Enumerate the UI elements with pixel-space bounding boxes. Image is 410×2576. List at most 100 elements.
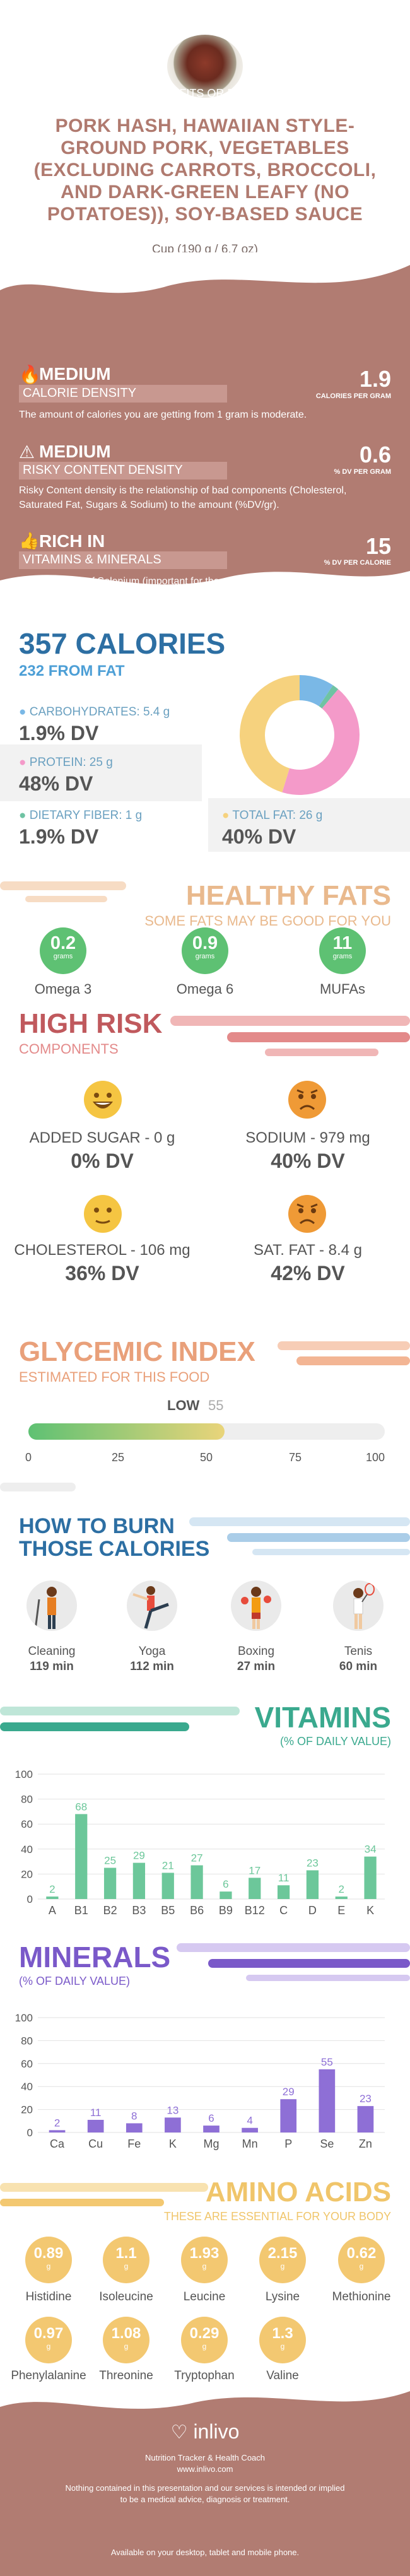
deco-stripe [252, 1549, 410, 1555]
donut-slice-fat [240, 675, 300, 792]
high-risk-title: HIGH RISK [19, 1008, 163, 1039]
y-tick-label: 20 [21, 2104, 33, 2116]
glycemic-level: LOW [167, 1397, 200, 1413]
macro-protein: ● PROTEIN: 25 g 48% DV [19, 756, 113, 795]
amino-badge: 0.97 g [25, 2317, 72, 2363]
amino-title: AMINO ACIDS [205, 2177, 391, 2208]
calorie-density-label: CALORIE DENSITY [19, 385, 227, 403]
bar-value-label: 34 [365, 1844, 377, 1856]
inlivo-logo[interactable]: ♡ inlivo [170, 2420, 240, 2443]
healthy-fats-title: HEALTHY FATS [185, 880, 391, 911]
bar-Zn [357, 2106, 374, 2132]
healthy-fats-subtitle: SOME FATS MAY BE GOOD FOR YOU [144, 913, 391, 929]
bar-Mg [203, 2126, 220, 2132]
cleaning-icon [26, 1580, 77, 1631]
omega6-label: Omega 6 [176, 981, 234, 997]
x-tick-label: P [284, 2138, 292, 2150]
macro-carbs: ● CARBOHYDRATES: 5.4 g 1.9% DV [19, 705, 170, 744]
gi-tick: 100 [365, 1451, 385, 1464]
bar-Fe [126, 2123, 143, 2132]
omega3-label: Omega 3 [34, 981, 92, 997]
bar-value-label: 68 [75, 1801, 87, 1813]
risky-density-value: 0.6 [359, 442, 391, 468]
deco-stripe [0, 1722, 189, 1731]
deco-stripe [0, 2199, 164, 2206]
activity-cleaning: Cleaning 119 min [14, 1580, 90, 1674]
deco-stripe [227, 1032, 410, 1042]
x-tick-label: Zn [359, 2138, 372, 2150]
donut-slice-carbs [300, 675, 333, 707]
cholesterol-label: CHOLESTEROL - 106 mg [14, 1242, 190, 1259]
sodium-dv: 40% DV [271, 1150, 345, 1172]
bar-Cu [87, 2119, 104, 2132]
x-tick-label: B2 [103, 1904, 117, 1917]
x-tick-label: B5 [161, 1904, 175, 1917]
footer [0, 2385, 410, 2576]
macro-fat: ● TOTAL FAT: 26 g 40% DV [222, 809, 323, 848]
footer-available: Available on your desktop, tablet and mo… [110, 2548, 300, 2557]
calorie-density-unit: CALORIES PER GRAM [315, 392, 391, 400]
bar-value-label: 23 [360, 2093, 372, 2105]
y-tick-label: 80 [21, 1794, 33, 1806]
donut-slice-protein [282, 689, 360, 795]
footer-url[interactable]: www.inlivo.com [177, 2464, 233, 2474]
amino-label: Phenylalanine [11, 2369, 86, 2382]
food-title: PORK HASH, HAWAIIAN STYLE-GROUND PORK, V… [33, 115, 377, 225]
footer-disclaimer-2: to be a medical advice, diagnosis or tre… [120, 2495, 290, 2504]
added-sugar-label: ADDED SUGAR - 0 g [29, 1129, 175, 1146]
key-facts-subtitle: LEARN ABOUT HEALTH BENEFITS OR RISKS [19, 87, 262, 100]
bar-Ca [49, 2130, 66, 2132]
tennis-icon [333, 1580, 384, 1631]
bar-value-label: 6 [223, 1878, 228, 1890]
gi-tick: 50 [199, 1451, 213, 1464]
x-tick-label: Cu [88, 2138, 103, 2150]
x-tick-label: Fe [127, 2138, 141, 2150]
rich-in-value: 15 [365, 533, 391, 559]
gi-tick: 75 [288, 1451, 302, 1464]
bar-B5 [161, 1873, 174, 1899]
protein-band [0, 744, 202, 801]
thumbs-up-icon: 👍 [19, 531, 40, 550]
amino-badge: 1.08 g [103, 2317, 149, 2363]
bar-value-label: 11 [278, 1872, 290, 1884]
macro-donut-chart [240, 675, 360, 795]
happy-face-icon [84, 1081, 122, 1119]
deco-stripe [177, 1943, 410, 1952]
bar-B9 [220, 1891, 232, 1899]
x-tick-label: Mn [242, 2138, 258, 2150]
amino-subtitle: THESE ARE ESSENTIAL FOR YOUR BODY [163, 2210, 391, 2223]
amino-badge: 0.62 g [338, 2237, 385, 2283]
calorie-density-value: 1.9 [359, 366, 391, 392]
bar-value-label: 6 [208, 2112, 214, 2124]
bar-D [306, 1870, 319, 1899]
rich-in-tag: RICH IN [39, 531, 105, 551]
key-facts-title: KEY FACTS [19, 63, 139, 87]
heart-icon: ♡ [170, 2422, 188, 2443]
bar-B6 [190, 1865, 203, 1899]
warning-icon: ⚠ [19, 442, 35, 462]
gi-tick: 25 [111, 1451, 125, 1464]
amino-label: Threonine [99, 2369, 153, 2382]
calories-from-fat: 232 FROM FAT [19, 662, 125, 679]
bar-value-label: 8 [131, 2110, 137, 2122]
risky-density-tag: MEDIUM [39, 442, 111, 461]
deco-stripe [0, 2183, 208, 2192]
mufa-label: MUFAs [319, 981, 366, 997]
x-tick-label: B3 [132, 1904, 146, 1917]
amino-label: Tryptophan [174, 2369, 235, 2382]
activity-yoga: Yoga 112 min [114, 1580, 190, 1674]
neutral-face-icon [84, 1195, 122, 1233]
deco-stripe [227, 1533, 410, 1542]
x-tick-label: C [279, 1904, 288, 1917]
amino-badge: 0.29 g [181, 2317, 228, 2363]
amino-badge: 1.3 g [259, 2317, 306, 2363]
x-tick-label: B1 [74, 1904, 88, 1917]
bar-B2 [103, 1867, 117, 1899]
deco-stripe [0, 881, 126, 890]
bar-Se [319, 2069, 336, 2132]
x-tick-label: D [308, 1904, 317, 1917]
vitamins-subtitle: (% OF DAILY VALUE) [279, 1735, 391, 1748]
burn-title: HOW TO BURN [19, 1514, 175, 1538]
sad-face-icon [288, 1081, 326, 1119]
